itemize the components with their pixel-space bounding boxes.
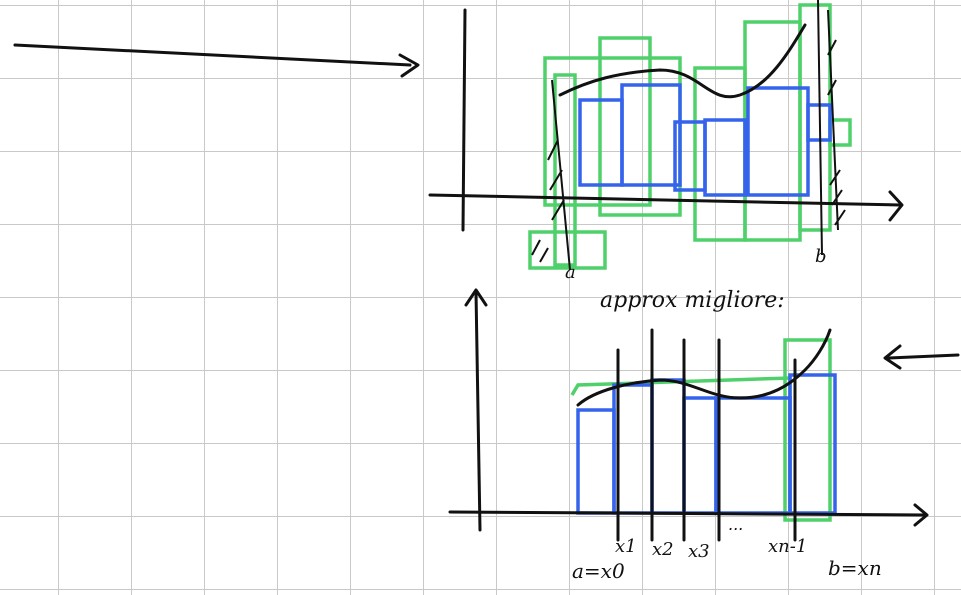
- x-label: x2: [652, 539, 674, 560]
- bottom-graph: approx migliore: a=x0 x1 x2 x3 ... xn-1 …: [450, 288, 927, 583]
- x-label: a=x0: [572, 559, 625, 583]
- x-label: x1: [615, 536, 637, 557]
- x-label: ...: [728, 515, 743, 534]
- arrow: [15, 45, 418, 76]
- x-label: b=xn: [828, 556, 882, 580]
- arrow: [885, 346, 958, 368]
- label-b: b: [815, 246, 827, 267]
- top-graph: a b: [430, 0, 902, 283]
- x-label: xn-1: [768, 536, 807, 557]
- notes-page: a b approx migliore: a=x0 x1 x2 x3 ... x…: [0, 0, 961, 595]
- heading: approx migliore:: [600, 288, 785, 313]
- label-a: a: [565, 262, 576, 283]
- x-label: x3: [688, 541, 710, 562]
- sketch: a b approx migliore: a=x0 x1 x2 x3 ... x…: [0, 0, 961, 595]
